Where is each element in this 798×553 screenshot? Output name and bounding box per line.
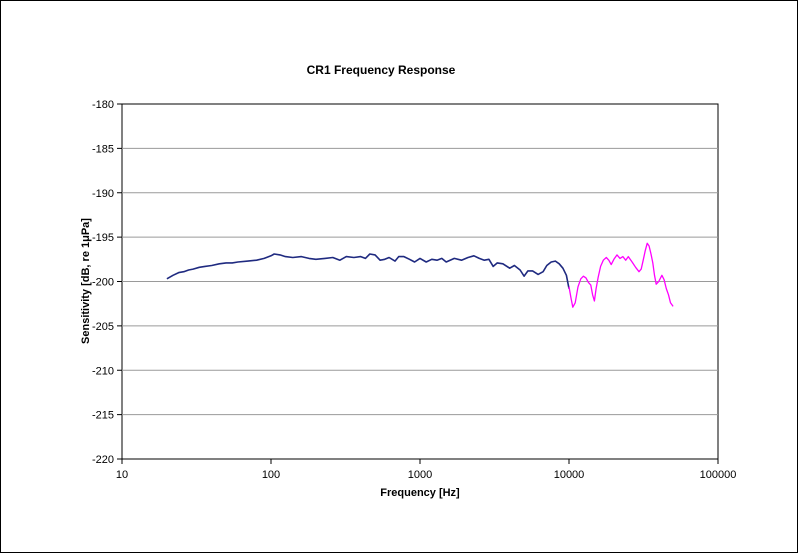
y-axis-ticks: -180 -185 -190 -195 -200 -205 -210 -215 -220	[92, 99, 122, 466]
x-tick-label: 10000	[554, 469, 585, 481]
x-axis-ticks: 10 100 1000 10000 100000	[116, 459, 736, 481]
y-axis-title-part2: Pa]	[80, 218, 92, 235]
y-axis-title-part1: Sensitivity [dB, re 1	[80, 242, 92, 344]
y-tick-label: -180	[92, 99, 114, 111]
y-tick-label: -220	[92, 454, 114, 466]
chart-title: CR1 Frequency Response	[307, 63, 456, 77]
x-tick-label: 100	[262, 469, 280, 481]
y-axis-title-mu: μ	[80, 235, 92, 242]
y-tick-label: -205	[92, 321, 114, 333]
y-tick-label: -210	[92, 365, 114, 377]
x-tick-label: 10	[116, 469, 128, 481]
y-axis-title: Sensitivity [dB, re 1μPa]	[80, 218, 92, 344]
y-tick-label: -215	[92, 410, 114, 422]
series-layer	[166, 242, 674, 308]
series-line-1	[166, 253, 570, 289]
series-line-2	[568, 242, 674, 308]
y-tick-label: -185	[92, 143, 114, 155]
x-axis-title: Frequency [Hz]	[380, 487, 460, 499]
y-tick-label: -190	[92, 188, 114, 200]
x-tick-label: 1000	[408, 469, 432, 481]
grid-lines	[122, 147, 718, 416]
y-tick-label: -200	[92, 277, 114, 289]
y-tick-label: -195	[92, 232, 114, 244]
x-tick-label: 100000	[700, 469, 737, 481]
